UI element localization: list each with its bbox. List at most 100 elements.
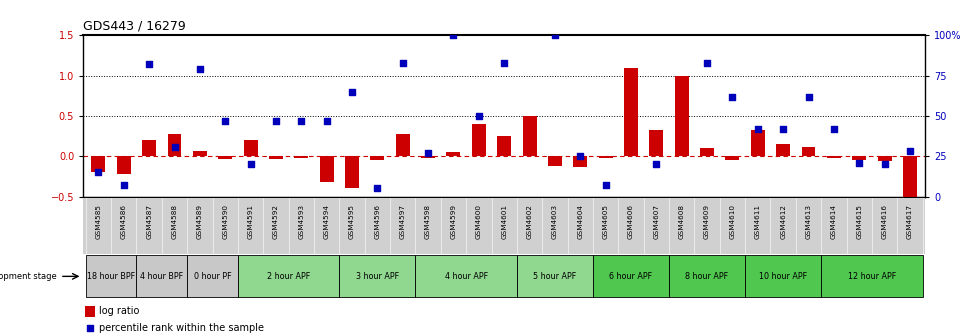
Text: GSM4610: GSM4610 bbox=[729, 204, 734, 239]
Point bbox=[82, 326, 98, 331]
Text: GSM4591: GSM4591 bbox=[247, 204, 253, 239]
Point bbox=[344, 89, 360, 94]
Text: GSM4609: GSM4609 bbox=[703, 204, 709, 239]
Text: GSM4617: GSM4617 bbox=[906, 204, 912, 239]
Bar bbox=[516, 255, 593, 297]
Bar bbox=[522, 116, 536, 156]
Text: 4 hour APF: 4 hour APF bbox=[444, 272, 487, 281]
Text: 2 hour APF: 2 hour APF bbox=[267, 272, 310, 281]
Text: GSM4602: GSM4602 bbox=[526, 204, 532, 239]
Bar bbox=[344, 156, 359, 188]
Bar bbox=[548, 156, 561, 166]
Bar bbox=[801, 146, 815, 156]
Point bbox=[243, 162, 258, 167]
Text: GSM4604: GSM4604 bbox=[577, 204, 583, 239]
Text: GSM4616: GSM4616 bbox=[880, 204, 887, 239]
Bar bbox=[193, 151, 206, 156]
Text: GSM4599: GSM4599 bbox=[450, 204, 456, 239]
Bar bbox=[446, 152, 460, 156]
Point bbox=[91, 170, 107, 175]
Point bbox=[851, 160, 867, 165]
Bar bbox=[339, 255, 415, 297]
Point bbox=[698, 60, 714, 66]
Bar bbox=[623, 68, 638, 156]
Point bbox=[141, 61, 156, 67]
Bar bbox=[750, 130, 764, 156]
Bar bbox=[699, 148, 713, 156]
Point bbox=[115, 182, 131, 188]
Bar bbox=[116, 156, 131, 174]
Point bbox=[166, 144, 182, 149]
Bar bbox=[86, 255, 136, 297]
Bar bbox=[876, 156, 891, 161]
Text: GSM4615: GSM4615 bbox=[856, 204, 862, 239]
Text: GSM4611: GSM4611 bbox=[754, 204, 760, 239]
Text: GSM4589: GSM4589 bbox=[197, 204, 202, 239]
Bar bbox=[826, 156, 840, 158]
Text: GSM4612: GSM4612 bbox=[779, 204, 785, 239]
Bar bbox=[593, 255, 668, 297]
Point bbox=[901, 149, 916, 154]
Point bbox=[876, 162, 892, 167]
Text: GSM4594: GSM4594 bbox=[324, 204, 330, 239]
Bar bbox=[395, 134, 410, 156]
Point bbox=[217, 118, 233, 123]
Text: GSM4598: GSM4598 bbox=[424, 204, 430, 239]
Bar bbox=[142, 140, 156, 156]
Bar bbox=[187, 255, 238, 297]
Bar bbox=[167, 134, 181, 156]
Bar bbox=[415, 255, 516, 297]
Point bbox=[775, 126, 790, 131]
Bar bbox=[852, 156, 866, 160]
Bar bbox=[91, 156, 106, 172]
Bar bbox=[725, 156, 738, 160]
Bar bbox=[902, 156, 916, 205]
Bar bbox=[668, 255, 744, 297]
Bar bbox=[218, 156, 232, 159]
Bar bbox=[648, 130, 663, 156]
Text: 5 hour APF: 5 hour APF bbox=[533, 272, 576, 281]
Text: GSM4606: GSM4606 bbox=[627, 204, 634, 239]
Text: 8 hour APF: 8 hour APF bbox=[685, 272, 728, 281]
Text: GSM4601: GSM4601 bbox=[501, 204, 507, 239]
Text: GSM4605: GSM4605 bbox=[602, 204, 608, 239]
Bar bbox=[320, 156, 333, 182]
Bar bbox=[294, 156, 308, 158]
Text: 18 hour BPF: 18 hour BPF bbox=[87, 272, 135, 281]
Text: 6 hour APF: 6 hour APF bbox=[608, 272, 652, 281]
Text: GSM4608: GSM4608 bbox=[678, 204, 684, 239]
Point bbox=[825, 126, 841, 131]
Bar bbox=[136, 255, 187, 297]
Bar bbox=[674, 76, 688, 156]
Text: GSM4596: GSM4596 bbox=[374, 204, 380, 239]
Point bbox=[293, 118, 309, 123]
Text: GSM4613: GSM4613 bbox=[805, 204, 811, 239]
Text: GDS443 / 16279: GDS443 / 16279 bbox=[83, 20, 186, 33]
Point bbox=[420, 150, 435, 156]
Point bbox=[647, 162, 663, 167]
Point bbox=[369, 186, 384, 191]
Text: 12 hour APF: 12 hour APF bbox=[847, 272, 895, 281]
Text: log ratio: log ratio bbox=[99, 306, 139, 316]
Bar bbox=[244, 140, 257, 156]
Bar bbox=[471, 124, 485, 156]
Text: GSM4603: GSM4603 bbox=[552, 204, 557, 239]
Point bbox=[749, 126, 765, 131]
Text: GSM4586: GSM4586 bbox=[120, 204, 127, 239]
Text: GSM4588: GSM4588 bbox=[171, 204, 177, 239]
Point bbox=[572, 154, 588, 159]
Text: 10 hour APF: 10 hour APF bbox=[758, 272, 807, 281]
Text: GSM4614: GSM4614 bbox=[830, 204, 836, 239]
Text: GSM4595: GSM4595 bbox=[349, 204, 355, 239]
Bar bbox=[269, 156, 283, 160]
Point bbox=[192, 67, 207, 72]
Text: GSM4597: GSM4597 bbox=[399, 204, 405, 239]
Point bbox=[800, 94, 816, 99]
Bar bbox=[744, 255, 821, 297]
Text: 0 hour PF: 0 hour PF bbox=[194, 272, 231, 281]
Point bbox=[724, 94, 739, 99]
Bar bbox=[497, 136, 511, 156]
Bar bbox=[370, 156, 384, 160]
Text: development stage: development stage bbox=[0, 272, 57, 281]
Point bbox=[394, 60, 410, 66]
